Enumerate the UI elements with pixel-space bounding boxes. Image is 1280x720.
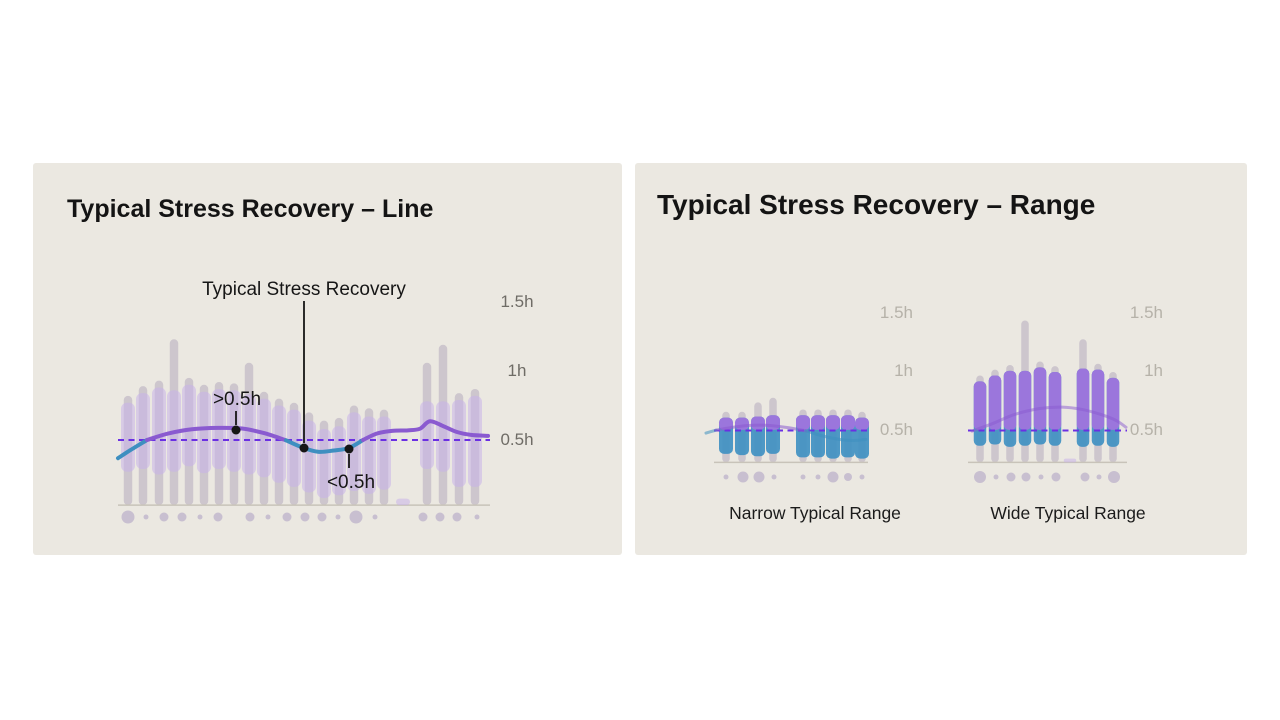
annotation-below-threshold: <0.5h [326,472,376,493]
annotation-typical-stress-recovery: Typical Stress Recovery [202,279,406,300]
line-axis-label-1-5h: 1.5h [500,292,534,311]
narrow-axis-label-1h: 1h [894,361,913,380]
narrow-range-caption: Narrow Typical Range [729,503,901,523]
annotation-above-threshold: >0.5h [212,389,262,410]
narrow-axis-label-0-5h: 0.5h [879,420,913,439]
line-axis-label-0-5h: 0.5h [500,430,534,449]
line-axis-label-1h: 1h [507,361,527,380]
narrow-axis-label-1-5h: 1.5h [879,303,913,322]
range-chart-panel [635,163,1247,555]
range-panel-title: Typical Stress Recovery – Range [657,189,1096,220]
wide-axis-label-0-5h: 0.5h [1129,420,1163,439]
wide-axis-label-1h: 1h [1144,361,1163,380]
wide-axis-label-1-5h: 1.5h [1129,303,1163,322]
line-panel-title: Typical Stress Recovery – Line [67,195,434,223]
wide-range-caption: Wide Typical Range [990,503,1146,523]
